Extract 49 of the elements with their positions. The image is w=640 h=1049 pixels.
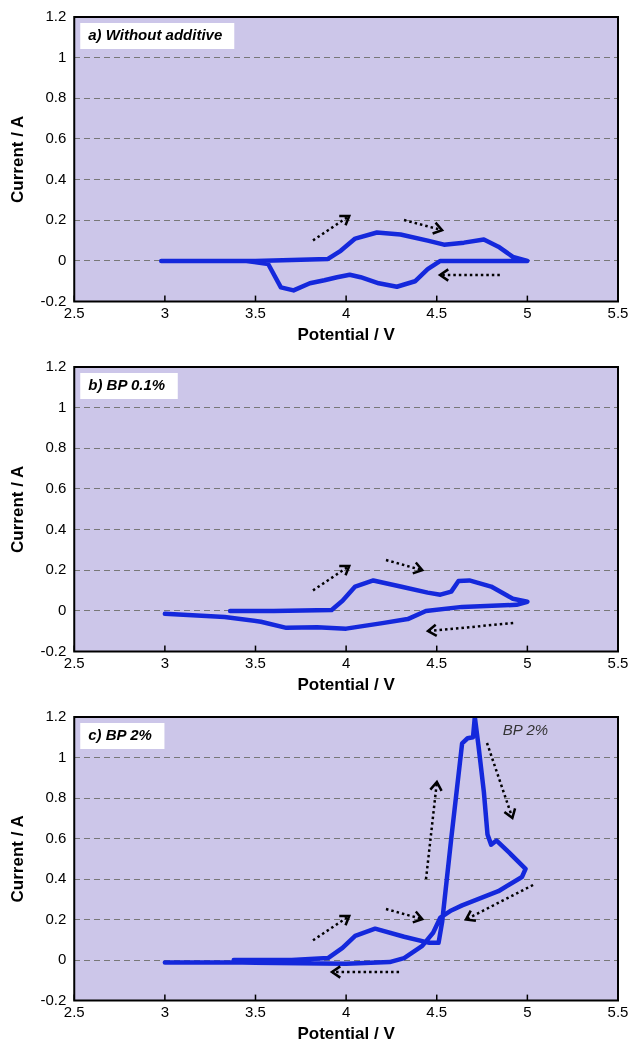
x-tick-label: 3 bbox=[160, 653, 170, 671]
y-tick-label: 0.4 bbox=[45, 869, 67, 887]
y-tick-label: 0.6 bbox=[45, 828, 67, 846]
x-tick-label: 3.5 bbox=[245, 653, 266, 671]
y-tick-label: 0 bbox=[57, 251, 67, 269]
x-tick-label: 4.5 bbox=[426, 653, 448, 671]
y-tick-label: 1.2 bbox=[45, 357, 67, 375]
x-tick-label: 5.5 bbox=[607, 1002, 629, 1020]
y-tick-label: 1.2 bbox=[45, 707, 67, 725]
x-tick-label: 5.5 bbox=[607, 653, 629, 671]
text: c) BP 2% bbox=[88, 726, 152, 744]
x-tick-label: 4 bbox=[341, 303, 351, 321]
x-axis-title: Potential / V bbox=[297, 1024, 396, 1044]
x-tick-label: 4.5 bbox=[426, 1002, 448, 1020]
y-tick-label: 0.2 bbox=[45, 909, 67, 927]
y-tick-label: 0.8 bbox=[45, 438, 67, 456]
y-tick-label: 1 bbox=[57, 47, 67, 65]
y-axis-title: Current / A bbox=[7, 115, 27, 203]
y-tick-label: 1.2 bbox=[45, 7, 67, 25]
y-tick-label: 0 bbox=[57, 601, 67, 619]
text: b) BP 0.1% bbox=[88, 376, 166, 394]
y-tick-label: 0 bbox=[57, 950, 67, 968]
x-tick-label: 5.5 bbox=[607, 303, 629, 321]
y-tick-label: 0.6 bbox=[45, 479, 67, 497]
series-label: BP 2% bbox=[502, 721, 549, 739]
y-tick-label: 0.4 bbox=[45, 519, 67, 537]
y-tick-label: 0.2 bbox=[45, 560, 67, 578]
x-tick-label: 3 bbox=[160, 303, 170, 321]
x-axis-title: Potential / V bbox=[297, 675, 396, 695]
x-tick-label: 4.5 bbox=[426, 303, 448, 321]
y-axis-title: Current / A bbox=[7, 815, 27, 903]
y-tick-label: 0.2 bbox=[45, 210, 67, 228]
x-tick-label: 5 bbox=[523, 303, 532, 321]
x-tick-label: 3.5 bbox=[245, 1002, 266, 1020]
y-axis-title: Current / A bbox=[7, 465, 27, 553]
x-tick-label: 5 bbox=[523, 1002, 532, 1020]
text: a) Without additive bbox=[88, 26, 223, 44]
x-tick-label: 4 bbox=[341, 1002, 351, 1020]
x-axis-title: Potential / V bbox=[297, 325, 396, 345]
y-tick-label: 0.8 bbox=[45, 788, 67, 806]
y-tick-label: 1 bbox=[57, 747, 67, 765]
x-tick-label: 3.5 bbox=[245, 303, 266, 321]
y-tick-label: 0.4 bbox=[45, 169, 67, 187]
y-tick-label: 0.8 bbox=[45, 88, 67, 106]
x-tick-label: 4 bbox=[341, 653, 351, 671]
x-tick-label: 5 bbox=[523, 653, 532, 671]
y-tick-label: 1 bbox=[57, 397, 67, 415]
y-tick-label: 0.6 bbox=[45, 129, 67, 147]
x-tick-label: 3 bbox=[160, 1002, 170, 1020]
